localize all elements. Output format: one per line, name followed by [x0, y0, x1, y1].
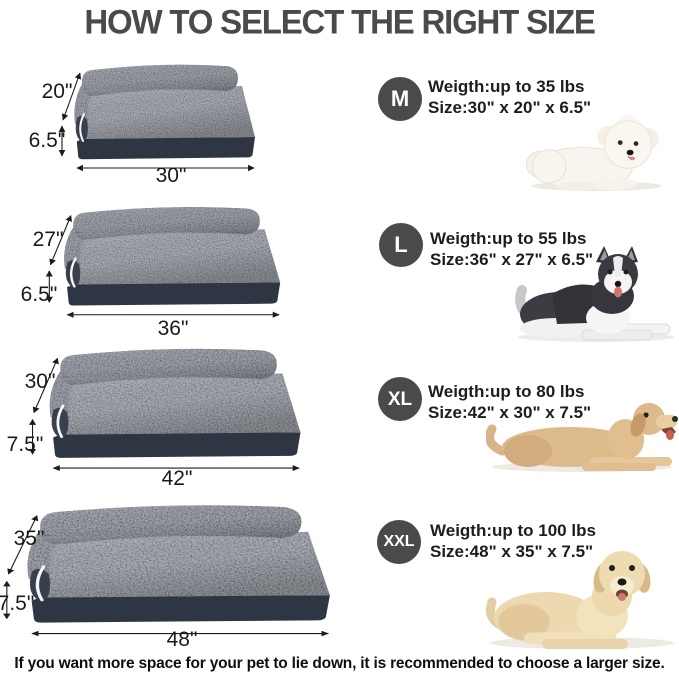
bed-base-foam	[67, 282, 281, 306]
size-label: Size:42" x 30" x 7.5"	[428, 403, 592, 422]
bed-corner-fabric	[65, 260, 81, 288]
size-label: Size:36" x 27" x 6.5"	[430, 250, 594, 269]
bed-base-foam	[53, 432, 301, 458]
dim-label-height: 7.5"	[0, 592, 35, 615]
depth-arrow	[49, 214, 73, 266]
bed-illustration-l	[23, 200, 291, 321]
dim-label-width: 48"	[166, 628, 198, 651]
bed-illustration-xxl	[0, 497, 345, 641]
bed-corner-fabric	[75, 115, 88, 142]
bed-zipper-trim	[35, 565, 46, 602]
spec-block-xl: Weigth:up to 80 lbs Size:42" x 30" x 7.5…	[428, 381, 591, 423]
dim-label-depth: 30"	[24, 370, 56, 393]
dim-label-depth: 20"	[41, 80, 73, 103]
spec-block-m: Weigth:up to 35 lbs Size:30" x 20" x 6.5…	[428, 76, 591, 118]
dim-label-width: 36"	[157, 317, 189, 340]
bed-plush-surfaces	[27, 505, 330, 598]
bed-corner-fabric	[51, 407, 69, 439]
dog-photo-bichon-frise	[520, 111, 673, 192]
spec-block-xxl: Weigth:up to 100 lbs Size:48" x 35" x 7.…	[430, 520, 596, 562]
bed-illustration-xl	[2, 341, 313, 475]
dog-photo-golden-retriever	[486, 389, 679, 473]
bed-base-foam	[31, 595, 330, 623]
depth-arrow	[61, 72, 82, 121]
bed-zipper-trim	[79, 113, 85, 142]
bed-base-foam	[76, 137, 255, 160]
footer-note: If you want more space for your pet to l…	[14, 655, 665, 672]
weight-label: Weigth:up to 35 lbs	[428, 77, 585, 96]
size-label: Size:48" x 35" x 7.5"	[430, 542, 594, 561]
size-badge-xxl: XXL	[377, 520, 421, 564]
weight-label: Weigth:up to 80 lbs	[428, 382, 585, 401]
weight-label: Weigth:up to 100 lbs	[430, 521, 596, 540]
dim-label-height: 6.5"	[20, 283, 58, 306]
bed-zipper-trim	[56, 404, 65, 439]
dim-label-height: 6.5"	[28, 129, 66, 152]
depth-arrow	[6, 514, 39, 575]
bed-plush-surfaces	[64, 206, 281, 285]
bed-plush-surfaces	[49, 348, 301, 435]
bed-plush-surfaces	[74, 64, 255, 139]
bed-zipper-trim	[69, 257, 77, 288]
dim-label-height: 7.5"	[6, 433, 44, 456]
dim-label-depth: 35"	[13, 527, 45, 550]
depth-arrow	[32, 357, 60, 414]
dim-label-depth: 27"	[32, 228, 64, 251]
weight-label: Weigth:up to 55 lbs	[430, 229, 587, 248]
dog-photo-siberian-husky	[512, 234, 679, 344]
size-badge-m: M	[378, 77, 422, 121]
size-badge-xl: XL	[378, 377, 422, 421]
bed-corner-fabric	[29, 568, 51, 602]
size-badge-l: L	[379, 223, 423, 267]
page-title: HOW TO SELECT THE RIGHT SIZE	[84, 2, 596, 41]
dim-label-width: 30"	[155, 164, 187, 187]
dim-label-width: 42"	[161, 467, 193, 490]
size-label: Size:30" x 20" x 6.5"	[428, 98, 592, 117]
bed-illustration-m	[40, 58, 264, 174]
dog-photo-labrador-retriever	[484, 538, 679, 650]
spec-block-l: Weigth:up to 55 lbs Size:36" x 27" x 6.5…	[430, 228, 593, 270]
